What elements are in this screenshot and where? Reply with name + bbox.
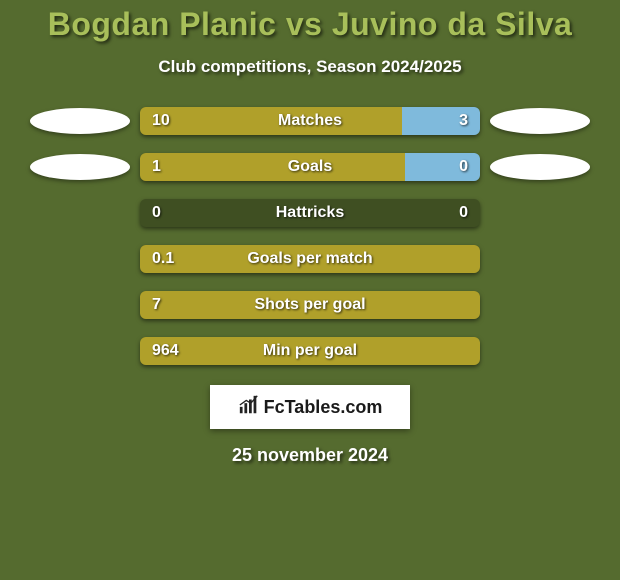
player2-badge bbox=[490, 154, 590, 180]
stat-row: 7Shots per goal bbox=[0, 291, 620, 319]
stat-label: Min per goal bbox=[140, 337, 480, 365]
stat-bar: 10Goals bbox=[140, 153, 480, 181]
date-label: 25 november 2024 bbox=[0, 445, 620, 466]
player1-badge bbox=[30, 154, 130, 180]
page-title: Bogdan Planic vs Juvino da Silva bbox=[0, 0, 620, 43]
player1-badge bbox=[30, 108, 130, 134]
stat-row: 0.1Goals per match bbox=[0, 245, 620, 273]
stats-list: 103Matches 10Goals 00Hattricks 0.1Goals per… bbox=[0, 107, 620, 365]
main-content: Bogdan Planic vs Juvino da Silva Club co… bbox=[0, 0, 620, 466]
player2-badge bbox=[490, 108, 590, 134]
stat-label: Goals per match bbox=[140, 245, 480, 273]
stat-row: 103Matches bbox=[0, 107, 620, 135]
logo-box[interactable]: FcTables.com bbox=[210, 385, 410, 429]
logo-text: FcTables.com bbox=[264, 397, 383, 418]
stat-bar: 0.1Goals per match bbox=[140, 245, 480, 273]
stat-label: Matches bbox=[140, 107, 480, 135]
stat-bar: 7Shots per goal bbox=[140, 291, 480, 319]
stat-bar: 00Hattricks bbox=[140, 199, 480, 227]
stat-label: Hattricks bbox=[140, 199, 480, 227]
stat-label: Goals bbox=[140, 153, 480, 181]
stat-row: 964Min per goal bbox=[0, 337, 620, 365]
subtitle: Club competitions, Season 2024/2025 bbox=[0, 57, 620, 77]
stat-row: 10Goals bbox=[0, 153, 620, 181]
stat-label: Shots per goal bbox=[140, 291, 480, 319]
stat-row: 00Hattricks bbox=[0, 199, 620, 227]
stat-bar: 964Min per goal bbox=[140, 337, 480, 365]
stat-bar: 103Matches bbox=[140, 107, 480, 135]
chart-icon bbox=[238, 394, 260, 421]
